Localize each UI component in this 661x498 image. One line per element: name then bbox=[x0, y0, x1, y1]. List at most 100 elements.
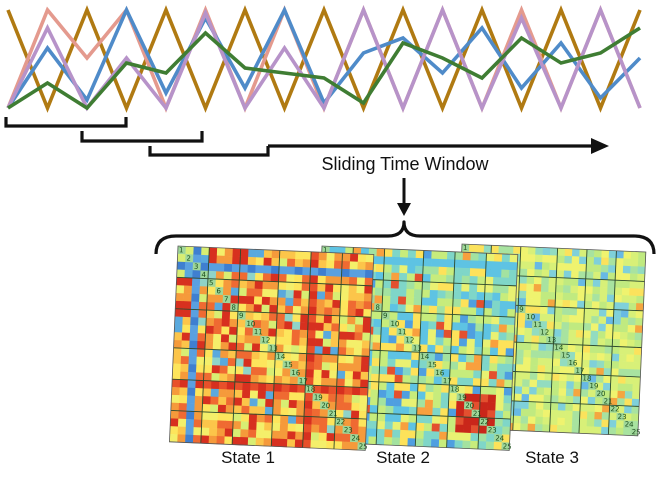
matrix-cell bbox=[347, 316, 356, 325]
matrix-cell bbox=[560, 336, 569, 345]
matrix-cell bbox=[625, 376, 634, 385]
matrix-cell bbox=[246, 296, 255, 305]
matrix-cell bbox=[217, 404, 227, 414]
matrix-cell bbox=[203, 364, 213, 374]
matrix-cell bbox=[470, 440, 479, 450]
matrix-cell bbox=[517, 305, 526, 314]
matrix-cell bbox=[507, 301, 517, 310]
matrix-cell bbox=[577, 300, 586, 309]
matrix-cell bbox=[365, 262, 374, 271]
matrix-cell bbox=[481, 355, 491, 364]
matrix-cell bbox=[546, 336, 555, 345]
matrix-cell bbox=[530, 364, 539, 373]
matrix-cell bbox=[459, 314, 469, 324]
matrix-cell bbox=[570, 292, 579, 301]
matrix-cell bbox=[309, 283, 318, 292]
diagonal-number: 21 bbox=[603, 397, 612, 405]
matrix-cell bbox=[570, 285, 579, 294]
matrix-cell bbox=[173, 339, 183, 349]
matrix-cell bbox=[198, 301, 208, 311]
matrix-cell bbox=[330, 346, 339, 356]
matrix-cell bbox=[424, 415, 433, 424]
matrix-cell bbox=[610, 383, 619, 392]
matrix-cell bbox=[591, 301, 600, 310]
matrix-cell bbox=[244, 327, 254, 336]
matrix-cell bbox=[501, 434, 511, 443]
matrix-cell bbox=[543, 387, 552, 396]
matrix-cell bbox=[604, 338, 613, 347]
matrix-cell bbox=[282, 360, 292, 369]
matrix-cell bbox=[302, 439, 312, 449]
matrix-cell bbox=[346, 331, 356, 341]
matrix-cell bbox=[630, 266, 639, 275]
matrix-cell bbox=[430, 258, 440, 268]
matrix-cell bbox=[581, 367, 590, 376]
matrix-cell bbox=[575, 344, 584, 353]
matrix-cell bbox=[320, 377, 330, 387]
matrix-cell bbox=[259, 351, 268, 361]
matrix-cell bbox=[621, 287, 630, 296]
matrix-cell bbox=[435, 337, 444, 346]
matrix-cell bbox=[224, 255, 233, 265]
matrix-cell bbox=[249, 406, 258, 415]
matrix-cell bbox=[599, 294, 608, 303]
matrix-cell bbox=[335, 401, 345, 411]
matrix-cell bbox=[373, 326, 382, 336]
matrix-cell bbox=[500, 285, 509, 294]
matrix-cell bbox=[554, 306, 563, 315]
matrix-cell bbox=[518, 290, 527, 299]
matrix-cell bbox=[385, 405, 394, 415]
matrix-cell bbox=[434, 360, 443, 370]
matrix-cell bbox=[216, 263, 225, 272]
matrix-cell bbox=[207, 278, 217, 288]
matrix-cell bbox=[208, 427, 218, 437]
matrix-cell bbox=[623, 258, 632, 267]
matrix-cell bbox=[498, 245, 507, 254]
matrix-cell bbox=[458, 346, 468, 355]
matrix-cell bbox=[513, 246, 522, 255]
matrix-cell bbox=[407, 438, 416, 447]
matrix-cell bbox=[350, 426, 359, 435]
matrix-cell bbox=[484, 292, 493, 301]
matrix-cell bbox=[185, 426, 194, 436]
matrix-cell bbox=[287, 423, 297, 432]
matrix-cell bbox=[485, 268, 494, 278]
matrix-cell bbox=[293, 298, 302, 307]
matrix-cell bbox=[549, 247, 558, 256]
matrix-cell bbox=[378, 389, 387, 399]
matrix-cell bbox=[239, 256, 249, 266]
matrix-cell bbox=[193, 419, 203, 428]
matrix-cell bbox=[263, 249, 273, 259]
matrix-cell bbox=[171, 386, 180, 396]
matrix-cell bbox=[454, 259, 463, 269]
matrix-cell bbox=[258, 367, 268, 376]
matrix-cell bbox=[351, 402, 360, 412]
matrix-cell bbox=[633, 361, 642, 370]
matrix-cell bbox=[543, 402, 552, 411]
matrix-cell bbox=[486, 425, 495, 435]
matrix-cell bbox=[602, 382, 611, 391]
matrix-cell bbox=[246, 280, 256, 289]
matrix-cell bbox=[176, 277, 185, 286]
matrix-cell bbox=[557, 410, 566, 419]
matrix-cell bbox=[478, 433, 487, 442]
matrix-cell bbox=[344, 386, 353, 396]
matrix-cell bbox=[322, 354, 331, 363]
matrix-cell bbox=[497, 355, 506, 365]
matrix-cell bbox=[234, 389, 243, 399]
matrix-cell bbox=[464, 385, 474, 395]
matrix-cell bbox=[464, 377, 474, 387]
matrix-cell bbox=[454, 440, 463, 449]
matrix-cell bbox=[542, 247, 551, 256]
matrix-cell bbox=[307, 330, 316, 339]
matrix-cell bbox=[332, 299, 341, 309]
matrix-cell bbox=[462, 432, 472, 442]
matrix-cell bbox=[318, 424, 328, 434]
matrix-cell bbox=[281, 383, 290, 393]
matrix-cell bbox=[455, 408, 465, 418]
matrix-cell bbox=[443, 321, 453, 331]
matrix-cell bbox=[523, 335, 532, 344]
matrix-cell bbox=[540, 291, 549, 300]
matrix-cell bbox=[243, 366, 252, 376]
matrix-cell bbox=[284, 313, 294, 322]
